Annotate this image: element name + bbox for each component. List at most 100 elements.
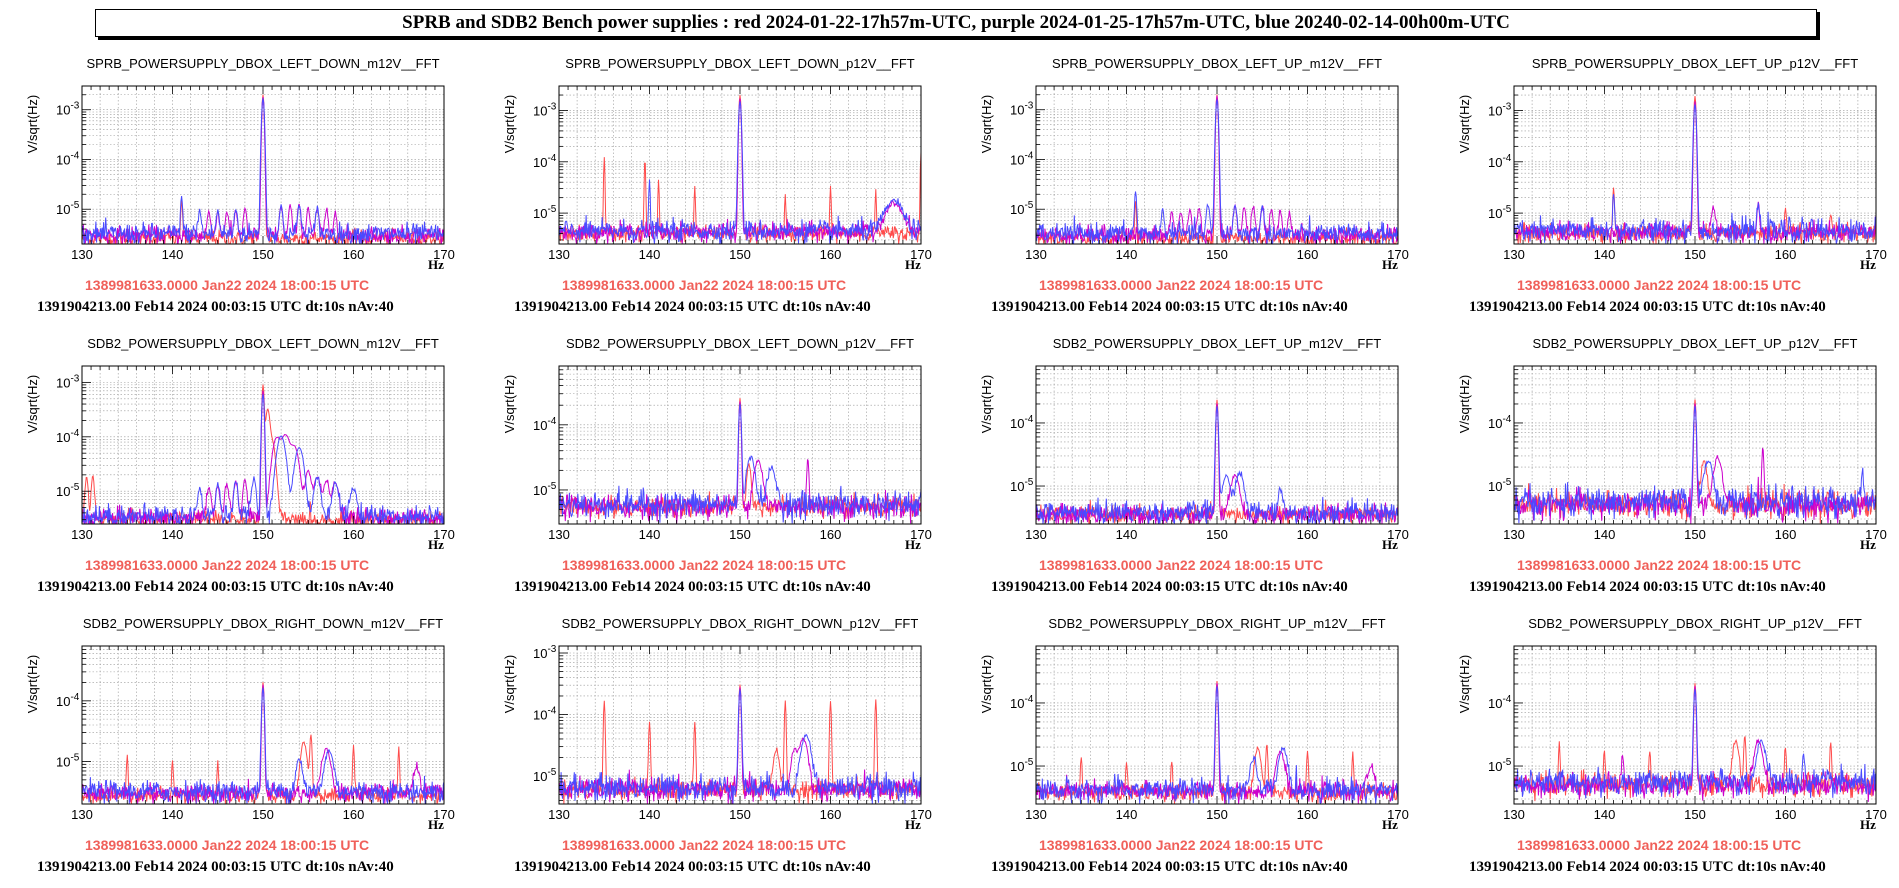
- x-axis-label: Hz: [428, 537, 444, 552]
- x-tick-label: 170: [433, 247, 455, 262]
- x-tick-label: 130: [548, 527, 570, 542]
- x-tick-label: 150: [1684, 807, 1706, 822]
- footer-line-2: 1391904213.00 Feb14 2024 00:03:15 UTC dt…: [37, 579, 394, 595]
- footer-line-2: 1391904213.00 Feb14 2024 00:03:15 UTC dt…: [1469, 859, 1826, 875]
- x-tick-label: 170: [433, 527, 455, 542]
- y-axis-label: V/sqrt(Hz): [1457, 655, 1472, 714]
- footer-line-1: 1389981633.0000 Jan22 2024 18:00:15 UTC: [562, 557, 846, 573]
- y-tick-label: 10-5: [533, 481, 557, 498]
- y-axis-label: V/sqrt(Hz): [1457, 375, 1472, 434]
- footer-line-1: 1389981633.0000 Jan22 2024 18:00:15 UTC: [1517, 837, 1801, 853]
- y-tick-label: 10-4: [56, 428, 80, 445]
- fft-panel: 130 140 150 160 170 10-4 10-5 SDB2_POWERSUPPLY_…: [25, 616, 455, 875]
- y-tick-label: 10-5: [1488, 204, 1512, 221]
- page-title: SPRB and SDB2 Bench power supplies : red…: [95, 9, 1817, 37]
- footer-line-2: 1391904213.00 Feb14 2024 00:03:15 UTC dt…: [991, 299, 1348, 315]
- x-tick-label: 170: [910, 807, 932, 822]
- x-tick-label: 140: [639, 807, 661, 822]
- x-tick-label: 140: [1116, 807, 1138, 822]
- series-line-red: [82, 682, 444, 804]
- y-tick-label: 10-3: [1010, 101, 1034, 118]
- footer-line-1: 1389981633.0000 Jan22 2024 18:00:15 UTC: [85, 277, 369, 293]
- x-tick-label: 150: [252, 247, 274, 262]
- x-tick-label: 150: [729, 527, 751, 542]
- y-axis-label: V/sqrt(Hz): [25, 655, 40, 714]
- footer-line-1: 1389981633.0000 Jan22 2024 18:00:15 UTC: [562, 837, 846, 853]
- x-axis-label: Hz: [1382, 537, 1398, 552]
- plot-title: SDB2_POWERSUPPLY_DBOX_LEFT_DOWN_m12V__FF…: [87, 336, 439, 351]
- x-axis-label: Hz: [428, 817, 444, 832]
- x-tick-label: 160: [1775, 527, 1797, 542]
- y-axis-label: V/sqrt(Hz): [502, 375, 517, 434]
- footer-line-1: 1389981633.0000 Jan22 2024 18:00:15 UTC: [1039, 837, 1323, 853]
- y-tick-label: 10-4: [1010, 150, 1034, 167]
- x-tick-label: 140: [1116, 527, 1138, 542]
- fft-panel: 130 140 150 160 170 10-4 10-5 SDB2_POWERSUPPLY_…: [502, 336, 932, 595]
- plot-title: SDB2_POWERSUPPLY_DBOX_LEFT_DOWN_p12V__FF…: [566, 336, 914, 351]
- x-tick-label: 130: [1025, 527, 1047, 542]
- y-axis-label: V/sqrt(Hz): [1457, 95, 1472, 154]
- footer-line-2: 1391904213.00 Feb14 2024 00:03:15 UTC dt…: [1469, 299, 1826, 315]
- x-axis-label: Hz: [905, 257, 921, 272]
- y-tick-label: 10-3: [56, 373, 80, 390]
- fft-panel: 130 140 150 160 170 10-3 10-4 10-5 SDB2_POWERSUP…: [25, 336, 455, 595]
- x-tick-label: 150: [1206, 247, 1228, 262]
- y-tick-label: 10-5: [56, 753, 80, 770]
- footer-line-1: 1389981633.0000 Jan22 2024 18:00:15 UTC: [1517, 277, 1801, 293]
- plot-title: SDB2_POWERSUPPLY_DBOX_RIGHT_DOWN_m12V__F…: [83, 616, 443, 631]
- x-tick-label: 140: [1116, 247, 1138, 262]
- footer-line-2: 1391904213.00 Feb14 2024 00:03:15 UTC dt…: [1469, 579, 1826, 595]
- fft-panel: 130 140 150 160 170 10-4 10-5 SDB2_POWERSUPPLY_…: [1457, 616, 1887, 875]
- plot-title: SDB2_POWERSUPPLY_DBOX_LEFT_UP_p12V__FFT: [1533, 336, 1858, 351]
- y-tick-label: 10-5: [1010, 477, 1034, 494]
- y-tick-label: 10-5: [533, 767, 557, 784]
- x-tick-label: 150: [1684, 247, 1706, 262]
- x-tick-label: 150: [252, 807, 274, 822]
- fft-panel: 130 140 150 160 170 10-3 10-4 10-5 SDB2_POWERSUP…: [502, 616, 932, 875]
- series-line-blue: [559, 689, 921, 804]
- x-axis-label: Hz: [1860, 817, 1876, 832]
- y-axis-label: V/sqrt(Hz): [25, 375, 40, 434]
- footer-line-2: 1391904213.00 Feb14 2024 00:03:15 UTC dt…: [37, 859, 394, 875]
- y-tick-label: 10-4: [1010, 414, 1034, 431]
- x-tick-label: 150: [729, 247, 751, 262]
- x-tick-label: 160: [1775, 247, 1797, 262]
- plot-title: SPRB_POWERSUPPLY_DBOX_LEFT_UP_m12V__FFT: [1052, 56, 1382, 71]
- plot-title: SDB2_POWERSUPPLY_DBOX_RIGHT_UP_p12V__FFT: [1528, 616, 1862, 631]
- series-line-blue: [559, 403, 921, 524]
- x-tick-label: 130: [1503, 247, 1525, 262]
- plot-title: SPRB_POWERSUPPLY_DBOX_LEFT_UP_p12V__FFT: [1532, 56, 1858, 71]
- y-axis-label: V/sqrt(Hz): [25, 95, 40, 154]
- x-tick-label: 160: [820, 247, 842, 262]
- y-tick-label: 10-3: [533, 101, 557, 118]
- x-tick-label: 130: [1025, 247, 1047, 262]
- x-tick-label: 140: [162, 527, 184, 542]
- x-tick-label: 140: [639, 247, 661, 262]
- x-tick-label: 170: [1865, 527, 1887, 542]
- x-tick-label: 130: [1025, 807, 1047, 822]
- x-tick-label: 140: [162, 807, 184, 822]
- x-tick-label: 140: [1594, 807, 1616, 822]
- footer-line-1: 1389981633.0000 Jan22 2024 18:00:15 UTC: [1039, 277, 1323, 293]
- x-tick-label: 130: [548, 247, 570, 262]
- footer-line-1: 1389981633.0000 Jan22 2024 18:00:15 UTC: [1039, 557, 1323, 573]
- x-tick-label: 170: [910, 527, 932, 542]
- series-line-blue: [82, 98, 444, 244]
- y-axis-label: V/sqrt(Hz): [979, 655, 994, 714]
- series-line-red: [1036, 680, 1398, 804]
- x-tick-label: 170: [1865, 807, 1887, 822]
- footer-line-2: 1391904213.00 Feb14 2024 00:03:15 UTC dt…: [991, 579, 1348, 595]
- x-tick-label: 130: [71, 247, 93, 262]
- footer-line-2: 1391904213.00 Feb14 2024 00:03:15 UTC dt…: [514, 859, 871, 875]
- x-axis-label: Hz: [1860, 257, 1876, 272]
- x-tick-label: 170: [1387, 247, 1409, 262]
- y-tick-label: 10-4: [1010, 694, 1034, 711]
- x-tick-label: 160: [343, 527, 365, 542]
- series-line-blue: [1036, 406, 1398, 524]
- series-line-red: [559, 94, 921, 244]
- y-tick-label: 10-4: [533, 153, 557, 170]
- x-tick-label: 170: [433, 807, 455, 822]
- y-tick-label: 10-5: [1488, 757, 1512, 774]
- y-tick-label: 10-4: [1488, 153, 1512, 170]
- x-tick-label: 130: [71, 807, 93, 822]
